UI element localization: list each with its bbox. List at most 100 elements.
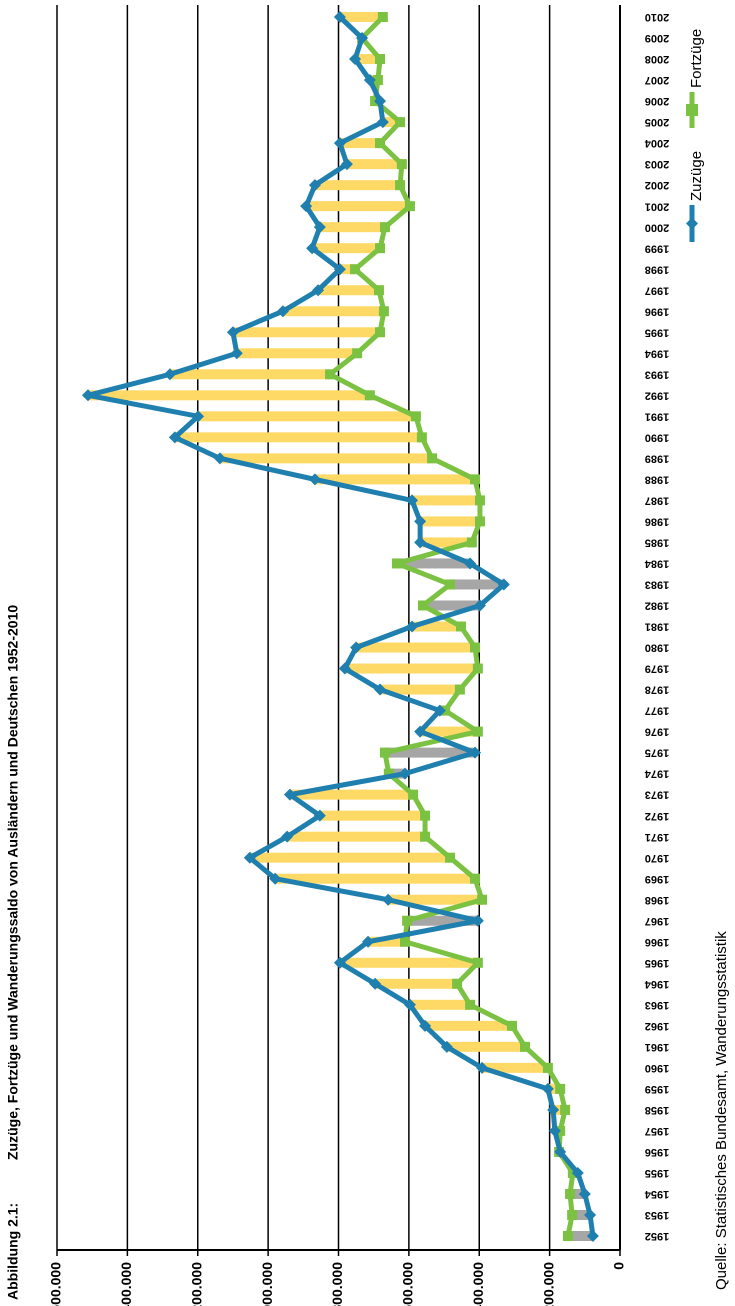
marker (376, 116, 389, 129)
x-tick-label: 1970 (645, 852, 669, 864)
saldo-bar (380, 684, 460, 695)
y-tick-label: 1.400.000 (118, 1262, 134, 1306)
x-tick-label: 1982 (645, 600, 669, 612)
marker (474, 516, 485, 527)
marker (373, 285, 384, 296)
saldo-bar (287, 831, 426, 842)
marker (470, 474, 481, 485)
x-tick-label: 2003 (645, 158, 669, 170)
marker (476, 1061, 489, 1074)
saldo-bar (169, 369, 331, 380)
marker (333, 11, 346, 23)
saldo-bar (87, 390, 370, 401)
saldo-bar (412, 621, 461, 632)
marker (472, 957, 483, 968)
marker (350, 264, 361, 275)
marker (548, 1124, 561, 1137)
marker (333, 263, 346, 276)
x-tick-label: 1994 (644, 347, 669, 359)
marker (464, 557, 477, 570)
marker (338, 662, 351, 675)
figure-label: Abbildung 2.1: (5, 1203, 21, 1300)
x-tick-label: 1973 (645, 789, 669, 801)
saldo-bar (318, 285, 379, 296)
saldo-bar (339, 957, 478, 968)
marker (477, 894, 488, 905)
x-tick-label: 1967 (645, 915, 669, 927)
saldo-bar (412, 495, 480, 506)
saldo-bar (420, 516, 480, 527)
x-tick-label: 1987 (645, 494, 669, 506)
saldo-bar (356, 642, 476, 653)
marker (474, 495, 485, 506)
x-tick-label: 1999 (645, 242, 669, 254)
saldo-bar (319, 222, 385, 233)
saldo-bar (314, 474, 476, 485)
saldo-bar (346, 159, 402, 170)
marker (379, 222, 390, 233)
marker (312, 284, 325, 297)
y-tick-label: 0 (611, 1262, 627, 1270)
marker (350, 641, 363, 654)
saldo-bar (249, 852, 451, 863)
saldo-bar (396, 558, 471, 569)
marker (276, 305, 289, 318)
marker (473, 599, 486, 612)
saldo-bar (368, 936, 406, 947)
marker (313, 809, 326, 822)
marker (554, 1145, 567, 1158)
y-tick-label: 600.000 (400, 1262, 416, 1306)
marker (469, 746, 482, 759)
x-tick-label: 1977 (645, 705, 669, 717)
x-tick-label: 1997 (645, 284, 669, 296)
x-tick-label: 1953 (645, 1209, 669, 1221)
marker (374, 95, 387, 108)
marker (391, 558, 402, 569)
marker (349, 53, 362, 66)
marker (369, 977, 382, 990)
marker (163, 368, 176, 381)
marker (192, 410, 205, 423)
marker (403, 998, 416, 1011)
marker (420, 831, 431, 842)
marker (313, 221, 326, 234)
marker (470, 873, 481, 884)
marker (465, 999, 476, 1010)
y-tick-label: 1.200.000 (188, 1262, 204, 1306)
x-tick-label: 1952 (645, 1230, 669, 1242)
marker (283, 788, 296, 801)
x-tick-label: 1995 (645, 326, 669, 338)
marker (352, 348, 363, 359)
marker (333, 956, 346, 969)
marker (356, 32, 369, 45)
marker (340, 158, 353, 171)
marker (378, 306, 389, 317)
marker (416, 432, 427, 443)
x-tick-label: 1992 (645, 389, 669, 401)
marker (404, 201, 415, 212)
marker (374, 683, 387, 696)
saldo-bar (282, 306, 384, 317)
saldo-bar (198, 411, 416, 422)
marker (375, 327, 386, 338)
x-tick-label: 1986 (645, 516, 669, 528)
marker (455, 621, 466, 632)
marker (571, 1166, 584, 1179)
marker (226, 326, 239, 339)
x-tick-label: 1966 (645, 936, 669, 948)
saldo-bar (339, 138, 381, 149)
marker (300, 200, 313, 213)
saldo-bar (236, 348, 358, 359)
y-tick-label: 800.000 (329, 1262, 345, 1306)
x-tick-label: 1976 (645, 726, 669, 738)
marker (333, 137, 346, 150)
x-tick-label: 2002 (645, 179, 669, 191)
x-tick-label: 1971 (645, 831, 669, 843)
marker (400, 936, 411, 947)
x-tick-label: 1956 (645, 1146, 669, 1158)
x-tick-label: 2007 (645, 74, 669, 86)
marker (269, 872, 282, 885)
x-tick-label: 1958 (645, 1104, 669, 1116)
marker (395, 117, 406, 128)
x-tick-label: 1979 (645, 663, 669, 675)
